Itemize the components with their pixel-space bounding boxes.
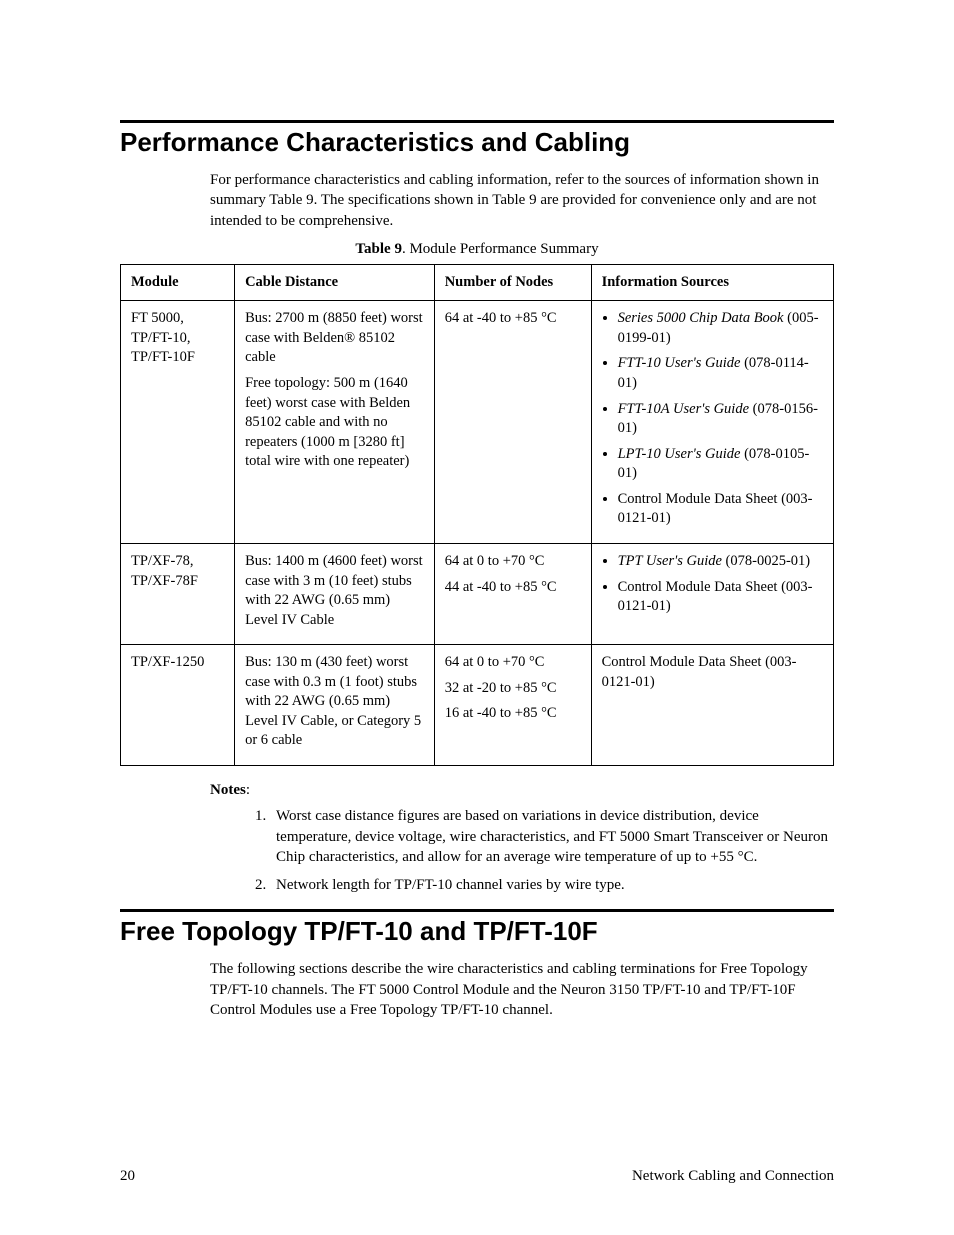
cell-module: FT 5000, TP/FT-10, TP/FT-10F: [121, 301, 235, 544]
header-nodes: Number of Nodes: [434, 264, 591, 301]
nodes-para: 44 at -40 to +85 °C: [445, 578, 581, 598]
source-item: Series 5000 Chip Data Book (005-0199-01): [618, 309, 823, 348]
note-item: Network length for TP/FT-10 channel vari…: [270, 875, 834, 895]
cell-sources: TPT User's Guide (078-0025-01) Control M…: [591, 543, 833, 644]
cell-cable: Bus: 1400 m (4600 feet) worst case with …: [235, 543, 435, 644]
source-item: Control Module Data Sheet (003-0121-01): [618, 578, 823, 617]
footer-label: Network Cabling and Connection: [632, 1168, 834, 1185]
source-item: Control Module Data Sheet (003-0121-01): [618, 490, 823, 529]
nodes-para: 32 at -20 to +85 °C: [445, 679, 581, 699]
cell-cable: Bus: 2700 m (8850 feet) worst case with …: [235, 301, 435, 544]
source-item: FTT-10A User's Guide (078-0156-01): [618, 400, 823, 439]
source-item: FTT-10 User's Guide (078-0114-01): [618, 354, 823, 393]
cell-sources: Series 5000 Chip Data Book (005-0199-01)…: [591, 301, 833, 544]
cell-cable: Bus: 130 m (430 feet) worst case with 0.…: [235, 645, 435, 766]
performance-table: Module Cable Distance Number of Nodes In…: [120, 264, 834, 766]
nodes-para: 64 at 0 to +70 °C: [445, 552, 581, 572]
intro-paragraph: For performance characteristics and cabl…: [120, 170, 834, 231]
cell-module: TP/XF-1250: [121, 645, 235, 766]
cell-nodes: 64 at 0 to +70 °C 44 at -40 to +85 °C: [434, 543, 591, 644]
cable-para: Bus: 1400 m (4600 feet) worst case with …: [245, 552, 424, 630]
cell-sources: Control Module Data Sheet (003-0121-01): [591, 645, 833, 766]
table-caption: Table 9. Module Performance Summary: [120, 241, 834, 258]
cell-module: TP/XF-78, TP/XF-78F: [121, 543, 235, 644]
section-heading-free-topology: Free Topology TP/FT-10 and TP/FT-10F: [120, 916, 834, 947]
header-module: Module: [121, 264, 235, 301]
notes-label: Notes: [210, 782, 246, 798]
cell-nodes: 64 at 0 to +70 °C 32 at -20 to +85 °C 16…: [434, 645, 591, 766]
table-row: TP/XF-1250 Bus: 130 m (430 feet) worst c…: [121, 645, 834, 766]
notes-block: Notes: Worst case distance figures are b…: [120, 780, 834, 895]
table-row: TP/XF-78, TP/XF-78F Bus: 1400 m (4600 fe…: [121, 543, 834, 644]
source-item: TPT User's Guide (078-0025-01): [618, 552, 823, 572]
cable-para: Free topology: 500 m (1640 feet) worst c…: [245, 374, 424, 472]
header-sources: Information Sources: [591, 264, 833, 301]
section-heading-performance: Performance Characteristics and Cabling: [120, 127, 834, 158]
table-caption-rest: . Module Performance Summary: [402, 241, 599, 257]
source-item: LPT-10 User's Guide (078-0105-01): [618, 445, 823, 484]
cable-para: Bus: 130 m (430 feet) worst case with 0.…: [245, 653, 424, 751]
page: Performance Characteristics and Cabling …: [0, 0, 954, 1235]
note-item: Worst case distance figures are based on…: [270, 806, 834, 867]
intro-paragraph-2: The following sections describe the wire…: [120, 959, 834, 1020]
cell-nodes: 64 at -40 to +85 °C: [434, 301, 591, 544]
nodes-para: 64 at 0 to +70 °C: [445, 653, 581, 673]
table-header-row: Module Cable Distance Number of Nodes In…: [121, 264, 834, 301]
cable-para: Bus: 2700 m (8850 feet) worst case with …: [245, 309, 424, 368]
page-footer: 20 Network Cabling and Connection: [120, 1168, 834, 1185]
table-row: FT 5000, TP/FT-10, TP/FT-10F Bus: 2700 m…: [121, 301, 834, 544]
section-rule: [120, 120, 834, 123]
nodes-para: 16 at -40 to +85 °C: [445, 704, 581, 724]
section-rule: [120, 909, 834, 912]
page-number: 20: [120, 1168, 135, 1185]
header-cable: Cable Distance: [235, 264, 435, 301]
table-caption-number: Table 9: [355, 241, 402, 257]
